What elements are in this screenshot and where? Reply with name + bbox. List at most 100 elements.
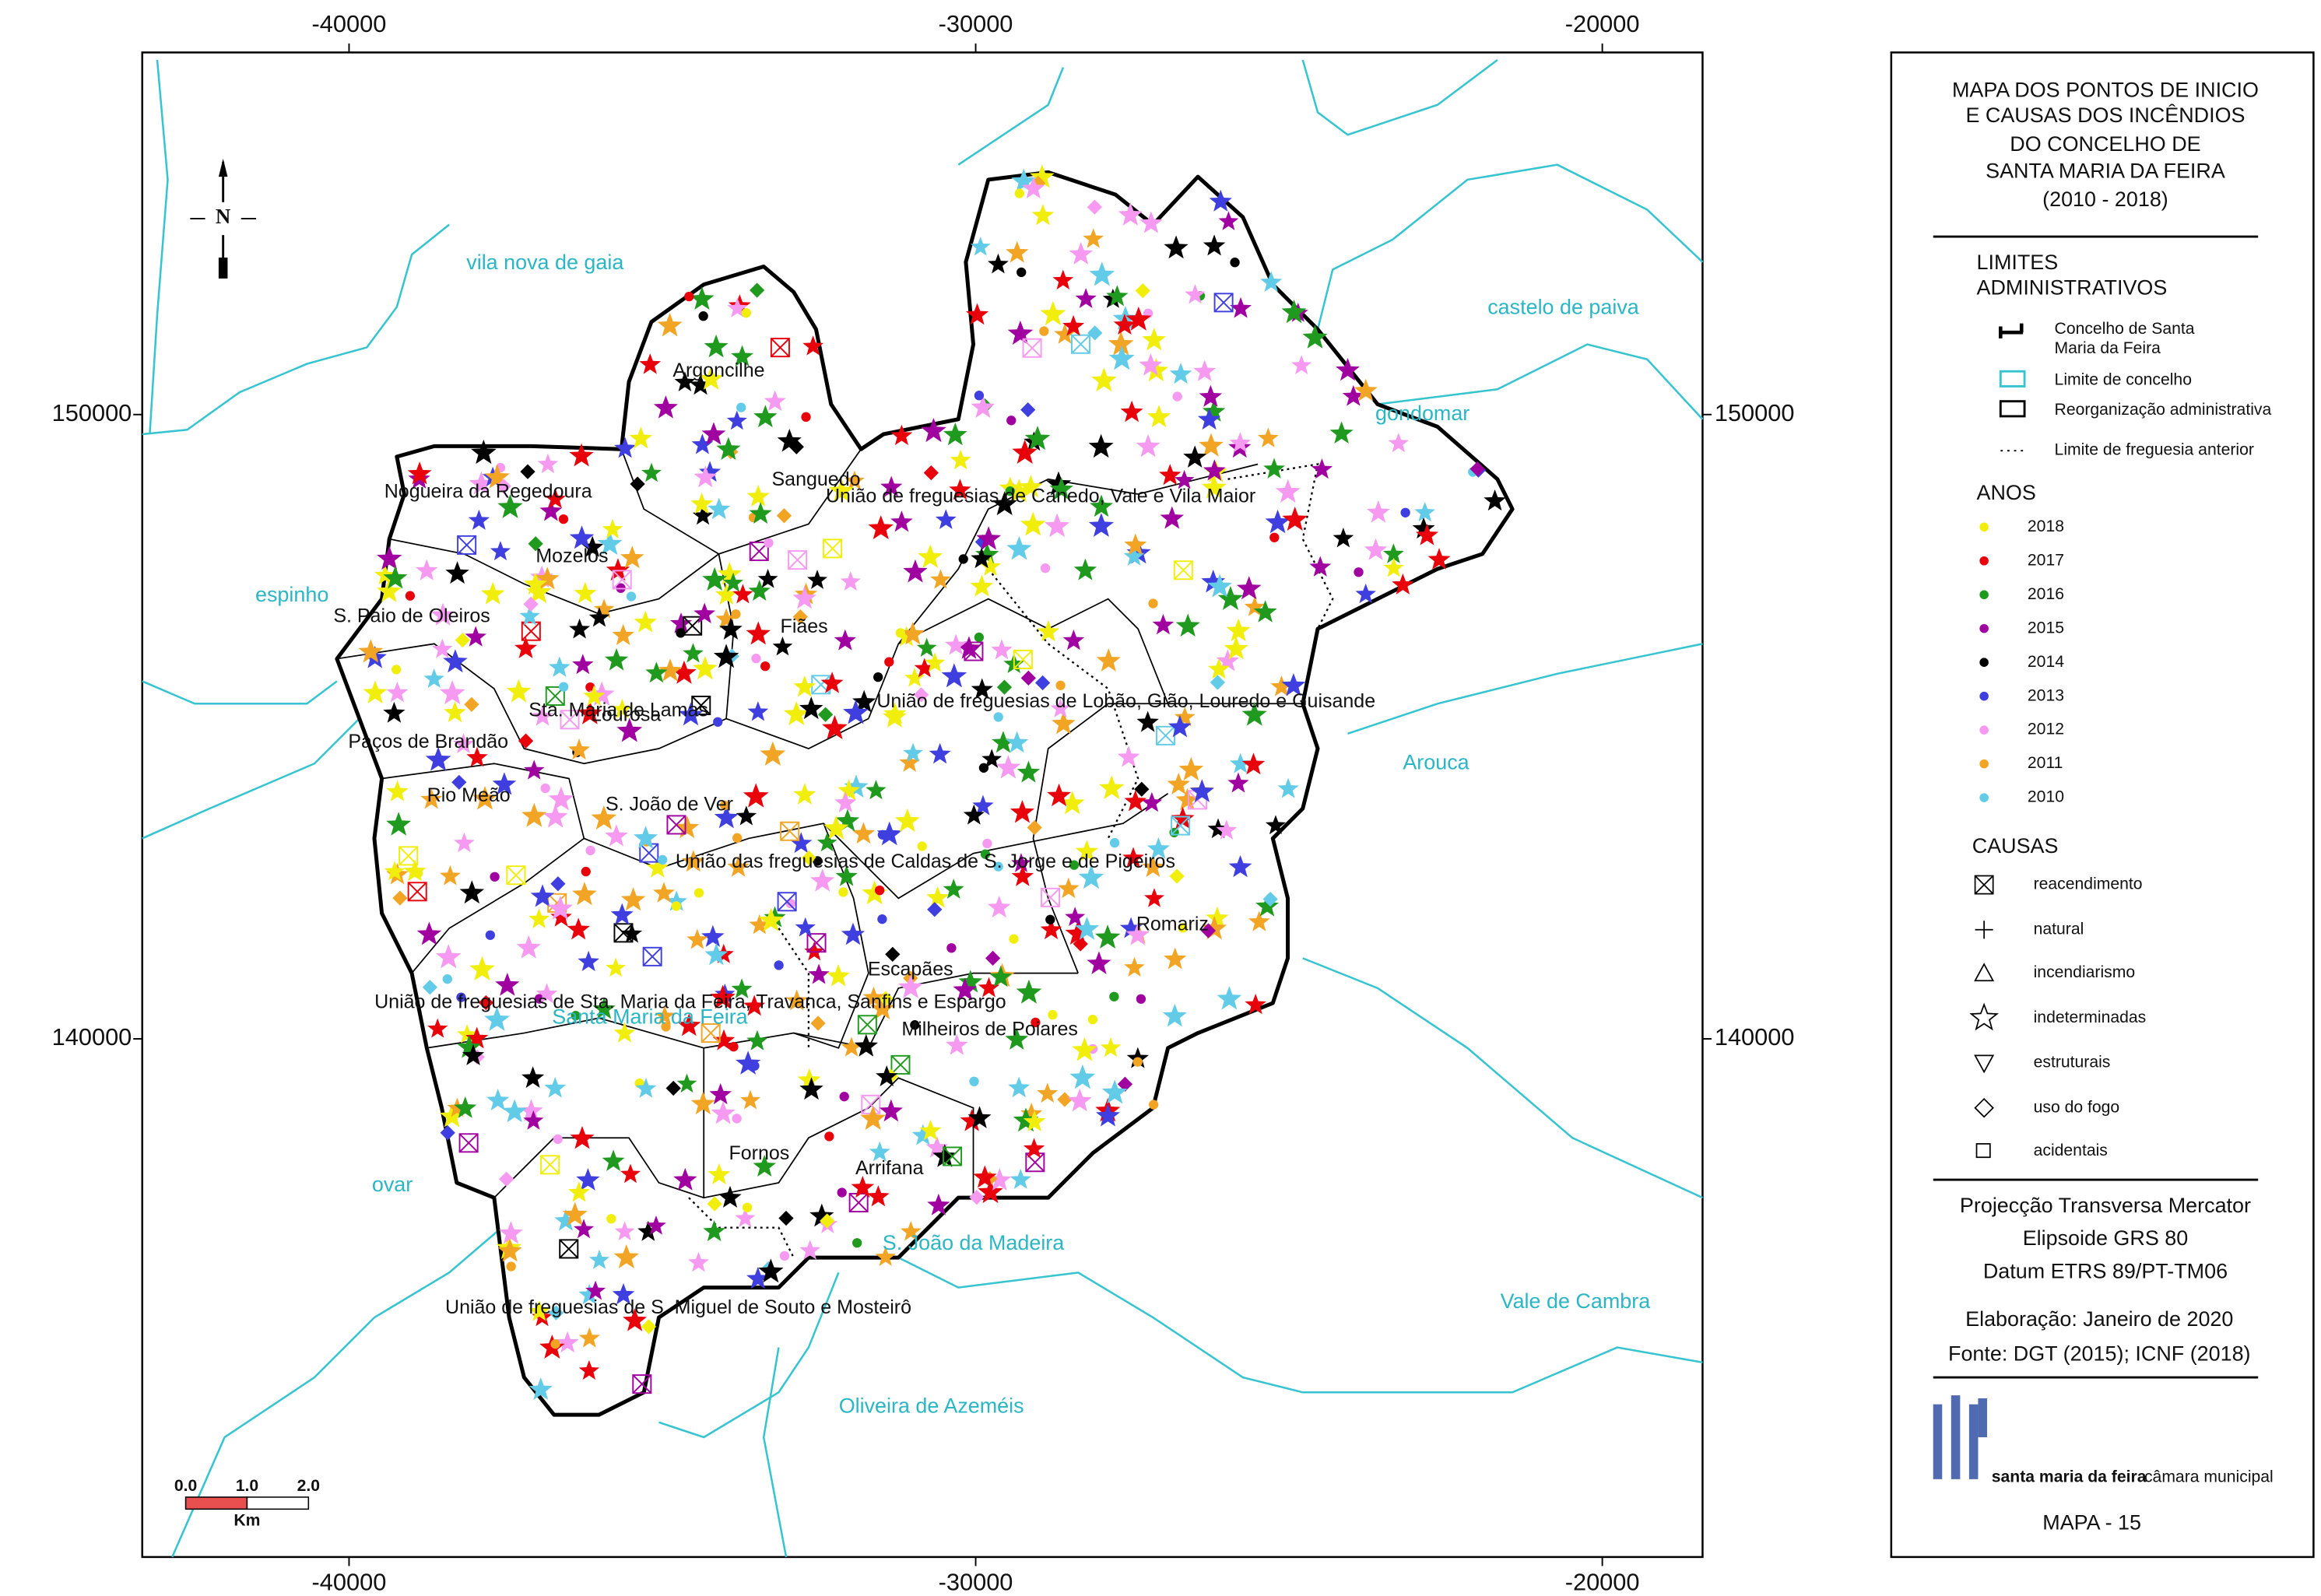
fire-point bbox=[1134, 781, 1150, 797]
fire-point bbox=[992, 491, 1017, 516]
fire-point bbox=[572, 882, 597, 906]
fire-point-box bbox=[457, 535, 477, 555]
fire-point bbox=[1124, 790, 1147, 812]
fire-point bbox=[731, 345, 753, 367]
fire-point bbox=[560, 710, 580, 730]
fire-point bbox=[810, 868, 835, 892]
fire-point bbox=[1412, 517, 1435, 539]
fire-point bbox=[973, 1165, 997, 1188]
fire-point bbox=[597, 531, 623, 555]
fire-point bbox=[452, 733, 475, 754]
fire-point-cross bbox=[407, 882, 427, 902]
fire-point bbox=[837, 1187, 847, 1198]
fire-point bbox=[1069, 860, 1080, 870]
fire-point bbox=[877, 914, 887, 924]
fire-point bbox=[468, 509, 490, 530]
fire-point bbox=[1291, 355, 1312, 374]
fire-point bbox=[1208, 658, 1230, 679]
fire-point bbox=[484, 464, 510, 489]
fire-point bbox=[899, 752, 921, 772]
fire-point bbox=[1158, 464, 1182, 486]
fire-point-cross bbox=[559, 1239, 578, 1259]
fire-point bbox=[816, 832, 837, 852]
fire-point bbox=[1006, 240, 1029, 263]
fire-point bbox=[852, 1238, 862, 1248]
fire-point bbox=[870, 996, 895, 1019]
fire-point bbox=[577, 700, 602, 724]
fire-point bbox=[658, 658, 683, 682]
legend-year-dot bbox=[1979, 725, 1989, 735]
fire-point bbox=[532, 705, 553, 726]
fire-point bbox=[1366, 500, 1390, 523]
fire-point bbox=[1020, 511, 1046, 536]
fire-point bbox=[1108, 346, 1135, 370]
municipality-boundary bbox=[142, 717, 360, 840]
fire-point bbox=[1101, 1079, 1128, 1104]
legend-item: Limite de concelho bbox=[2055, 370, 2192, 388]
fire-point bbox=[1302, 324, 1328, 349]
fire-point bbox=[806, 933, 827, 953]
fire-point bbox=[443, 649, 468, 673]
legend-item: Reorganização administrativa bbox=[2055, 401, 2272, 419]
fire-point-cross bbox=[458, 1133, 479, 1153]
fire-point-box bbox=[788, 550, 808, 570]
x-tick-label: -20000 bbox=[1565, 10, 1640, 37]
fire-point bbox=[1484, 489, 1506, 511]
fire-point bbox=[898, 974, 924, 998]
fire-point bbox=[1109, 837, 1120, 848]
x-tick-label: -40000 bbox=[312, 10, 387, 37]
fire-point bbox=[466, 746, 488, 767]
fire-point bbox=[857, 1015, 877, 1035]
parish-label: União de freguesias de Canedo, Vale e Vi… bbox=[826, 485, 1255, 507]
fire-point bbox=[751, 654, 761, 664]
fire-point-box bbox=[559, 1239, 579, 1259]
municipality-boundary bbox=[171, 1226, 503, 1558]
fire-point bbox=[693, 602, 716, 623]
fire-point bbox=[1171, 806, 1195, 830]
parish-label: União das freguesias de Caldas de S. Jor… bbox=[676, 851, 1175, 872]
fire-point bbox=[1045, 914, 1055, 924]
fire-point bbox=[523, 759, 545, 780]
fire-point bbox=[492, 772, 517, 795]
fire-point-box bbox=[780, 821, 800, 841]
fire-point bbox=[799, 1077, 823, 1100]
fire-point bbox=[807, 570, 828, 589]
fire-point bbox=[749, 502, 772, 524]
fire-point bbox=[823, 815, 849, 840]
fire-point bbox=[753, 405, 778, 428]
municipality-boundary bbox=[1301, 59, 1498, 136]
fire-point bbox=[876, 1065, 898, 1086]
fire-point bbox=[1091, 367, 1117, 392]
fire-point bbox=[950, 449, 971, 470]
fire-point-box bbox=[407, 882, 427, 902]
fire-point bbox=[1210, 675, 1225, 690]
fire-point bbox=[837, 779, 861, 801]
fire-point bbox=[620, 887, 646, 911]
fire-point bbox=[614, 1221, 635, 1241]
fire-point-box bbox=[666, 815, 686, 835]
fire-point bbox=[774, 960, 784, 970]
fire-point bbox=[521, 802, 547, 827]
fire-point bbox=[993, 861, 1003, 872]
fire-point bbox=[1073, 558, 1097, 581]
fire-point bbox=[1119, 917, 1143, 938]
municipality-boundary bbox=[142, 680, 338, 705]
fire-point bbox=[943, 1146, 963, 1166]
fire-point bbox=[785, 898, 796, 909]
legend-year: 2018 bbox=[2028, 517, 2064, 535]
source-text: Fonte: DGT (2015); ICNF (2018) bbox=[1948, 1342, 2251, 1365]
fire-point bbox=[1047, 783, 1072, 807]
fire-point bbox=[665, 890, 687, 911]
fire-point bbox=[1087, 951, 1111, 974]
fire-point bbox=[895, 626, 918, 647]
fire-point bbox=[682, 850, 705, 872]
fire-point bbox=[711, 1100, 736, 1124]
fire-point bbox=[633, 826, 658, 849]
legend-item: Concelho de Santa bbox=[2055, 320, 2195, 338]
fire-point bbox=[420, 787, 443, 809]
fire-point bbox=[1088, 513, 1115, 537]
fire-point bbox=[530, 884, 555, 907]
fire-point bbox=[1123, 545, 1145, 566]
fire-point bbox=[1011, 853, 1031, 872]
fire-point bbox=[698, 311, 708, 321]
